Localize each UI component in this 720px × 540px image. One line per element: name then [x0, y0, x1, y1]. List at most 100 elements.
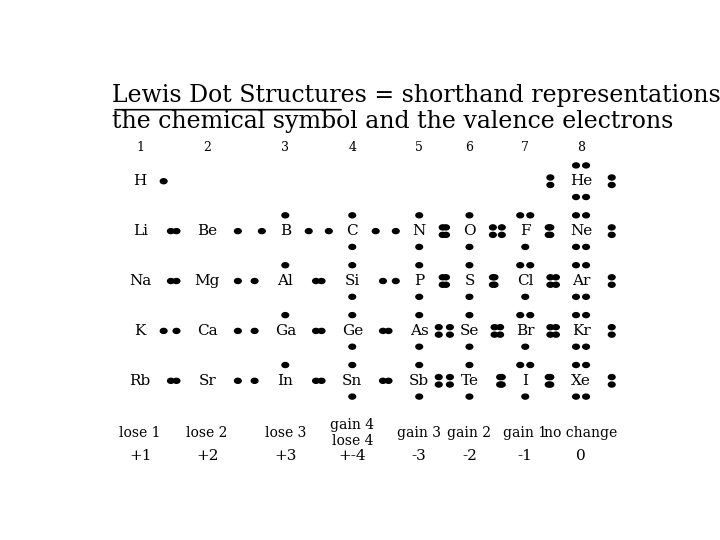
Text: Ar: Ar — [572, 274, 590, 288]
Circle shape — [416, 245, 423, 249]
Circle shape — [527, 362, 534, 368]
Circle shape — [416, 263, 423, 268]
Text: -1: -1 — [518, 449, 533, 463]
Text: Si: Si — [345, 274, 360, 288]
Text: +3: +3 — [274, 449, 297, 463]
Circle shape — [443, 232, 449, 238]
Circle shape — [497, 332, 503, 337]
Text: Xe: Xe — [571, 374, 591, 388]
Circle shape — [552, 282, 559, 287]
Text: Te: Te — [461, 374, 479, 388]
Text: 4: 4 — [348, 141, 356, 154]
Circle shape — [349, 213, 356, 218]
Circle shape — [325, 228, 332, 234]
Circle shape — [439, 225, 446, 230]
Text: F: F — [520, 224, 531, 238]
Text: 2: 2 — [203, 141, 211, 154]
Text: Ne: Ne — [570, 224, 592, 238]
Circle shape — [466, 362, 473, 368]
Circle shape — [547, 382, 554, 387]
Circle shape — [582, 344, 590, 349]
Text: Ge: Ge — [341, 324, 363, 338]
Text: +1: +1 — [129, 449, 151, 463]
Circle shape — [466, 313, 473, 318]
Text: P: P — [414, 274, 424, 288]
Circle shape — [173, 279, 180, 284]
Circle shape — [349, 362, 356, 368]
Circle shape — [490, 282, 496, 287]
Circle shape — [527, 263, 534, 268]
Circle shape — [582, 394, 590, 399]
Text: Al: Al — [277, 274, 293, 288]
Circle shape — [608, 175, 615, 180]
Circle shape — [385, 328, 392, 333]
Circle shape — [235, 279, 241, 284]
Circle shape — [517, 213, 523, 218]
Circle shape — [582, 294, 590, 299]
Text: S: S — [464, 274, 474, 288]
Circle shape — [491, 275, 498, 280]
Text: Na: Na — [129, 274, 151, 288]
Circle shape — [572, 362, 580, 368]
Text: K: K — [135, 324, 146, 338]
Circle shape — [443, 275, 449, 280]
Circle shape — [416, 344, 423, 349]
Text: Sn: Sn — [342, 374, 362, 388]
Circle shape — [608, 275, 615, 280]
Text: 1: 1 — [136, 141, 144, 154]
Text: lose 2: lose 2 — [186, 426, 228, 440]
Circle shape — [385, 379, 392, 383]
Circle shape — [572, 294, 580, 299]
Circle shape — [608, 375, 615, 380]
Text: gain 4
lose 4: gain 4 lose 4 — [330, 417, 374, 448]
Circle shape — [582, 163, 590, 168]
Circle shape — [491, 332, 498, 337]
Circle shape — [282, 263, 289, 268]
Circle shape — [608, 225, 615, 230]
Circle shape — [416, 294, 423, 299]
Circle shape — [436, 325, 442, 329]
Circle shape — [547, 232, 554, 238]
Circle shape — [572, 263, 580, 268]
Circle shape — [168, 228, 174, 234]
Circle shape — [251, 328, 258, 333]
Text: H: H — [134, 174, 147, 188]
Text: Cl: Cl — [517, 274, 534, 288]
Circle shape — [572, 245, 580, 249]
Circle shape — [547, 175, 554, 180]
Circle shape — [416, 313, 423, 318]
Circle shape — [439, 232, 446, 238]
Circle shape — [349, 394, 356, 399]
Circle shape — [498, 382, 505, 387]
Text: Be: Be — [197, 224, 217, 238]
Circle shape — [235, 228, 241, 234]
Circle shape — [282, 313, 289, 318]
Circle shape — [582, 263, 590, 268]
Text: Ca: Ca — [197, 324, 217, 338]
Circle shape — [547, 375, 554, 380]
Text: +2: +2 — [196, 449, 218, 463]
Circle shape — [443, 282, 449, 287]
Circle shape — [173, 328, 180, 333]
Circle shape — [527, 313, 534, 318]
Circle shape — [436, 332, 442, 337]
Circle shape — [446, 375, 454, 380]
Text: Lewis Dot Structures = shorthand representations of
the chemical symbol and the : Lewis Dot Structures = shorthand represe… — [112, 84, 720, 133]
Circle shape — [572, 313, 580, 318]
Circle shape — [379, 328, 387, 333]
Text: Ga: Ga — [274, 324, 296, 338]
Circle shape — [416, 213, 423, 218]
Circle shape — [282, 213, 289, 218]
Text: +-4: +-4 — [338, 449, 366, 463]
Circle shape — [416, 394, 423, 399]
Circle shape — [436, 375, 442, 380]
Circle shape — [446, 382, 454, 387]
Text: Li: Li — [132, 224, 148, 238]
Text: -2: -2 — [462, 449, 477, 463]
Text: He: He — [570, 174, 592, 188]
Circle shape — [582, 362, 590, 368]
Circle shape — [372, 228, 379, 234]
Circle shape — [547, 225, 554, 230]
Text: Kr: Kr — [572, 324, 590, 338]
Text: Se: Se — [460, 324, 479, 338]
